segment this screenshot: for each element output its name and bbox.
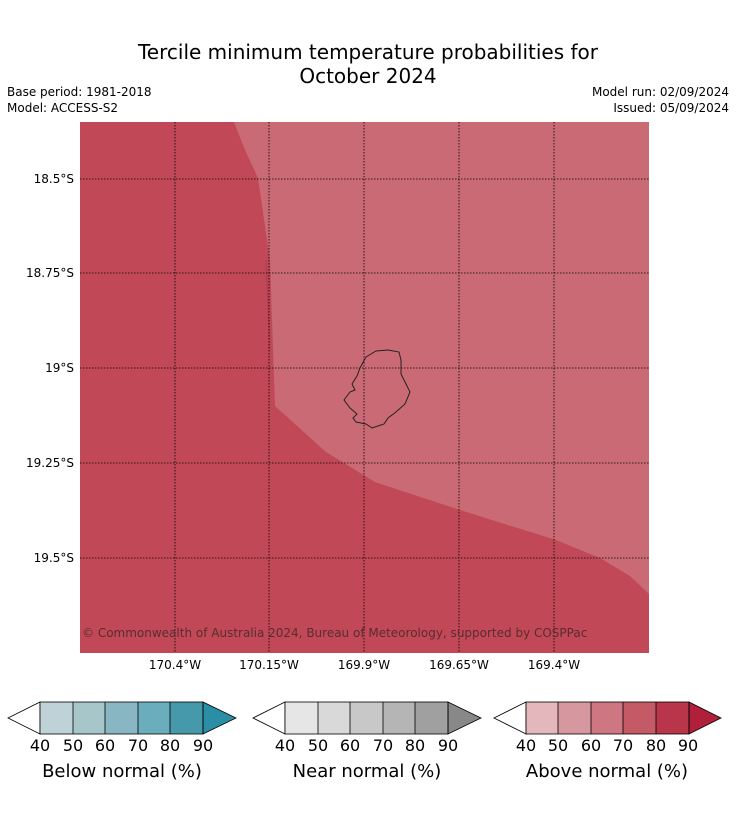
region-above-normal-60-70: [234, 122, 649, 594]
figure-title-line-1: Tercile minimum temperature probabilitie…: [137, 40, 599, 64]
colorbar-below-normal-swatch-4: [138, 702, 170, 734]
colorbar-near-normal-tick: 90: [437, 736, 459, 755]
lat-label-19-5: 19.5°S: [33, 551, 74, 565]
colorbar-above-normal-swatch-3: [591, 702, 623, 734]
colorbar-below-normal: [7, 701, 237, 735]
colorbar-near-normal-tick: 70: [372, 736, 394, 755]
colorbar-below-normal-tick: 40: [29, 736, 51, 755]
model-run-text: Model run: 02/09/2024: [591, 85, 729, 99]
lon-label-170-15: 170.15°W: [239, 658, 299, 672]
lat-label-18-75: 18.75°S: [26, 266, 74, 280]
colorbar-above-normal-swatch-4: [623, 702, 656, 734]
colorbar-below-normal-swatch-3: [105, 702, 138, 734]
colorbar-below-normal-tick: 50: [62, 736, 84, 755]
colorbar-above-normal: [493, 701, 722, 735]
colorbar-below-normal-tick: 70: [127, 736, 149, 755]
colorbar-near-normal-tick: 40: [274, 736, 296, 755]
colorbar-below-normal-tick: 60: [94, 736, 116, 755]
colorbar-near-normal-tick: 50: [307, 736, 329, 755]
colorbar-near-normal-swatch-3: [350, 702, 383, 734]
colorbar-below-normal-swatch-2: [73, 702, 105, 734]
colorbar-above-normal-lower-arrow: [493, 701, 527, 735]
colorbar-near-normal-swatch-4: [383, 702, 415, 734]
lon-label-170-4: 170.4°W: [148, 658, 202, 672]
lat-label-19: 19°S: [45, 361, 74, 375]
colorbar-above-normal-tick: 60: [580, 736, 602, 755]
colorbar-near-normal-tick: 80: [404, 736, 426, 755]
colorbar-below-normal-swatch-1: [40, 702, 73, 734]
colorbar-above-normal-tick: 80: [645, 736, 667, 755]
colorbar-near-normal-swatch-2: [318, 702, 350, 734]
colorbar-above-normal-swatch-1: [526, 702, 558, 734]
colorbar-above-normal-tick: 50: [547, 736, 569, 755]
figure-title-line-2: October 2024: [299, 64, 437, 88]
colorbar-near-normal-label: Near normal (%): [292, 761, 442, 782]
colorbar-below-normal-lower-arrow: [7, 701, 41, 735]
model-text: Model: ACCESS-S2: [7, 101, 119, 115]
colorbar-below-normal-tick: 80: [159, 736, 181, 755]
map-panel: [80, 122, 649, 653]
island-coastline: [343, 349, 411, 429]
colorbar-near-normal-swatch-1: [285, 702, 318, 734]
lon-label-169-65: 169.65°W: [429, 658, 489, 672]
colorbar-near-normal-upper-arrow: [447, 701, 482, 735]
colorbar-near-normal-lower-arrow: [252, 701, 286, 735]
colorbar-above-normal-tick: 70: [612, 736, 634, 755]
colorbar-below-normal-upper-arrow: [202, 701, 237, 735]
colorbar-below-normal-tick: 90: [192, 736, 214, 755]
colorbar-near-normal: [252, 701, 482, 735]
colorbar-above-normal-tick: 40: [515, 736, 537, 755]
colorbar-above-normal-upper-arrow: [688, 701, 722, 735]
colorbar-near-normal-swatch-5: [415, 702, 448, 734]
copyright-notice: © Commonwealth of Australia 2024, Bureau…: [82, 626, 588, 640]
colorbar-near-normal-tick: 60: [339, 736, 361, 755]
lon-label-169-9: 169.9°W: [337, 658, 391, 672]
lat-label-19-25: 19.25°S: [26, 456, 74, 470]
colorbar-above-normal-swatch-2: [558, 702, 591, 734]
issued-text: Issued: 05/09/2024: [613, 101, 729, 115]
lon-label-169-4: 169.4°W: [527, 658, 581, 672]
colorbar-below-normal-label: Below normal (%): [42, 761, 202, 782]
colorbar-above-normal-label: Above normal (%): [525, 761, 689, 782]
colorbar-above-normal-swatch-5: [656, 702, 689, 734]
colorbar-above-normal-tick: 90: [677, 736, 699, 755]
colorbar-below-normal-swatch-5: [170, 702, 203, 734]
graticule: [80, 122, 649, 653]
base-period-text: Base period: 1981-2018: [7, 85, 152, 99]
lat-label-18-5: 18.5°S: [33, 172, 74, 186]
